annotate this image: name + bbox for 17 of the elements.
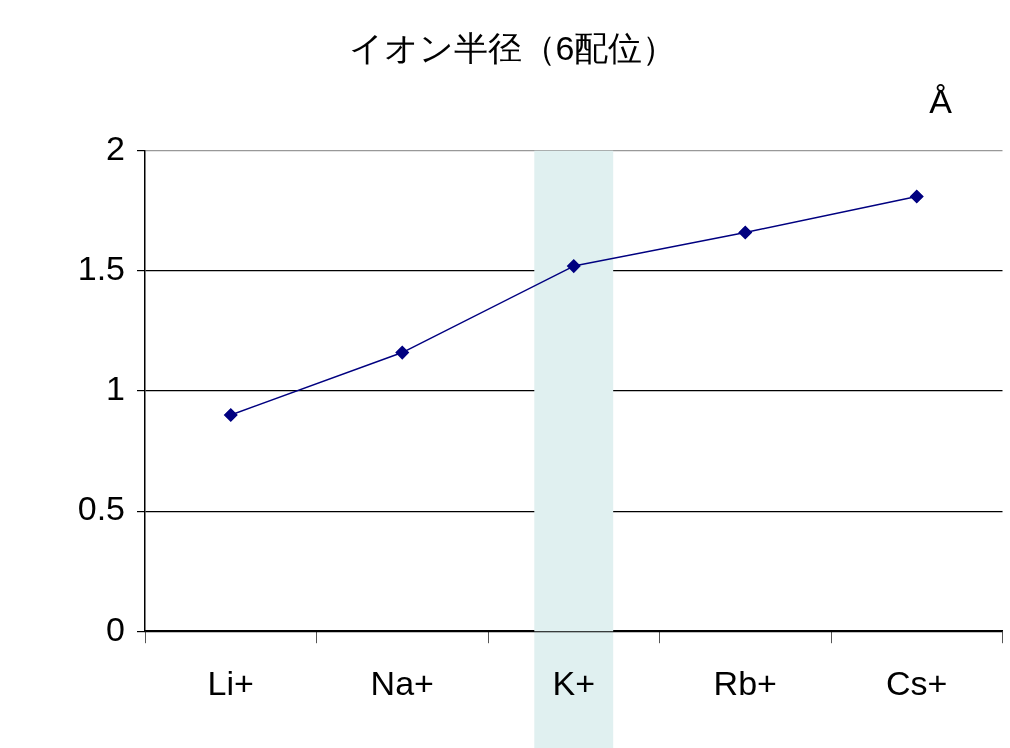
point: [395, 345, 409, 360]
y-tick-label: 1.5: [77, 249, 125, 288]
point: [224, 408, 238, 422]
point: [738, 225, 752, 240]
y-tick-label: 0: [106, 609, 125, 648]
y-tick-label: 0.5: [77, 489, 125, 528]
y-tick-label: 2: [106, 129, 125, 168]
x-tick-label: Na+: [370, 663, 434, 702]
text: Å: [929, 81, 953, 120]
x-tick-label: Cs+: [886, 663, 948, 702]
chart-title: イオン半径（6配位）: [348, 28, 677, 67]
x-tick-label: Rb+: [713, 663, 777, 702]
x-tick-label: K+: [552, 663, 596, 702]
point: [567, 259, 581, 273]
y-tick-label: 1: [106, 369, 125, 408]
x-tick-label: Li+: [207, 663, 254, 702]
point: [910, 189, 924, 204]
